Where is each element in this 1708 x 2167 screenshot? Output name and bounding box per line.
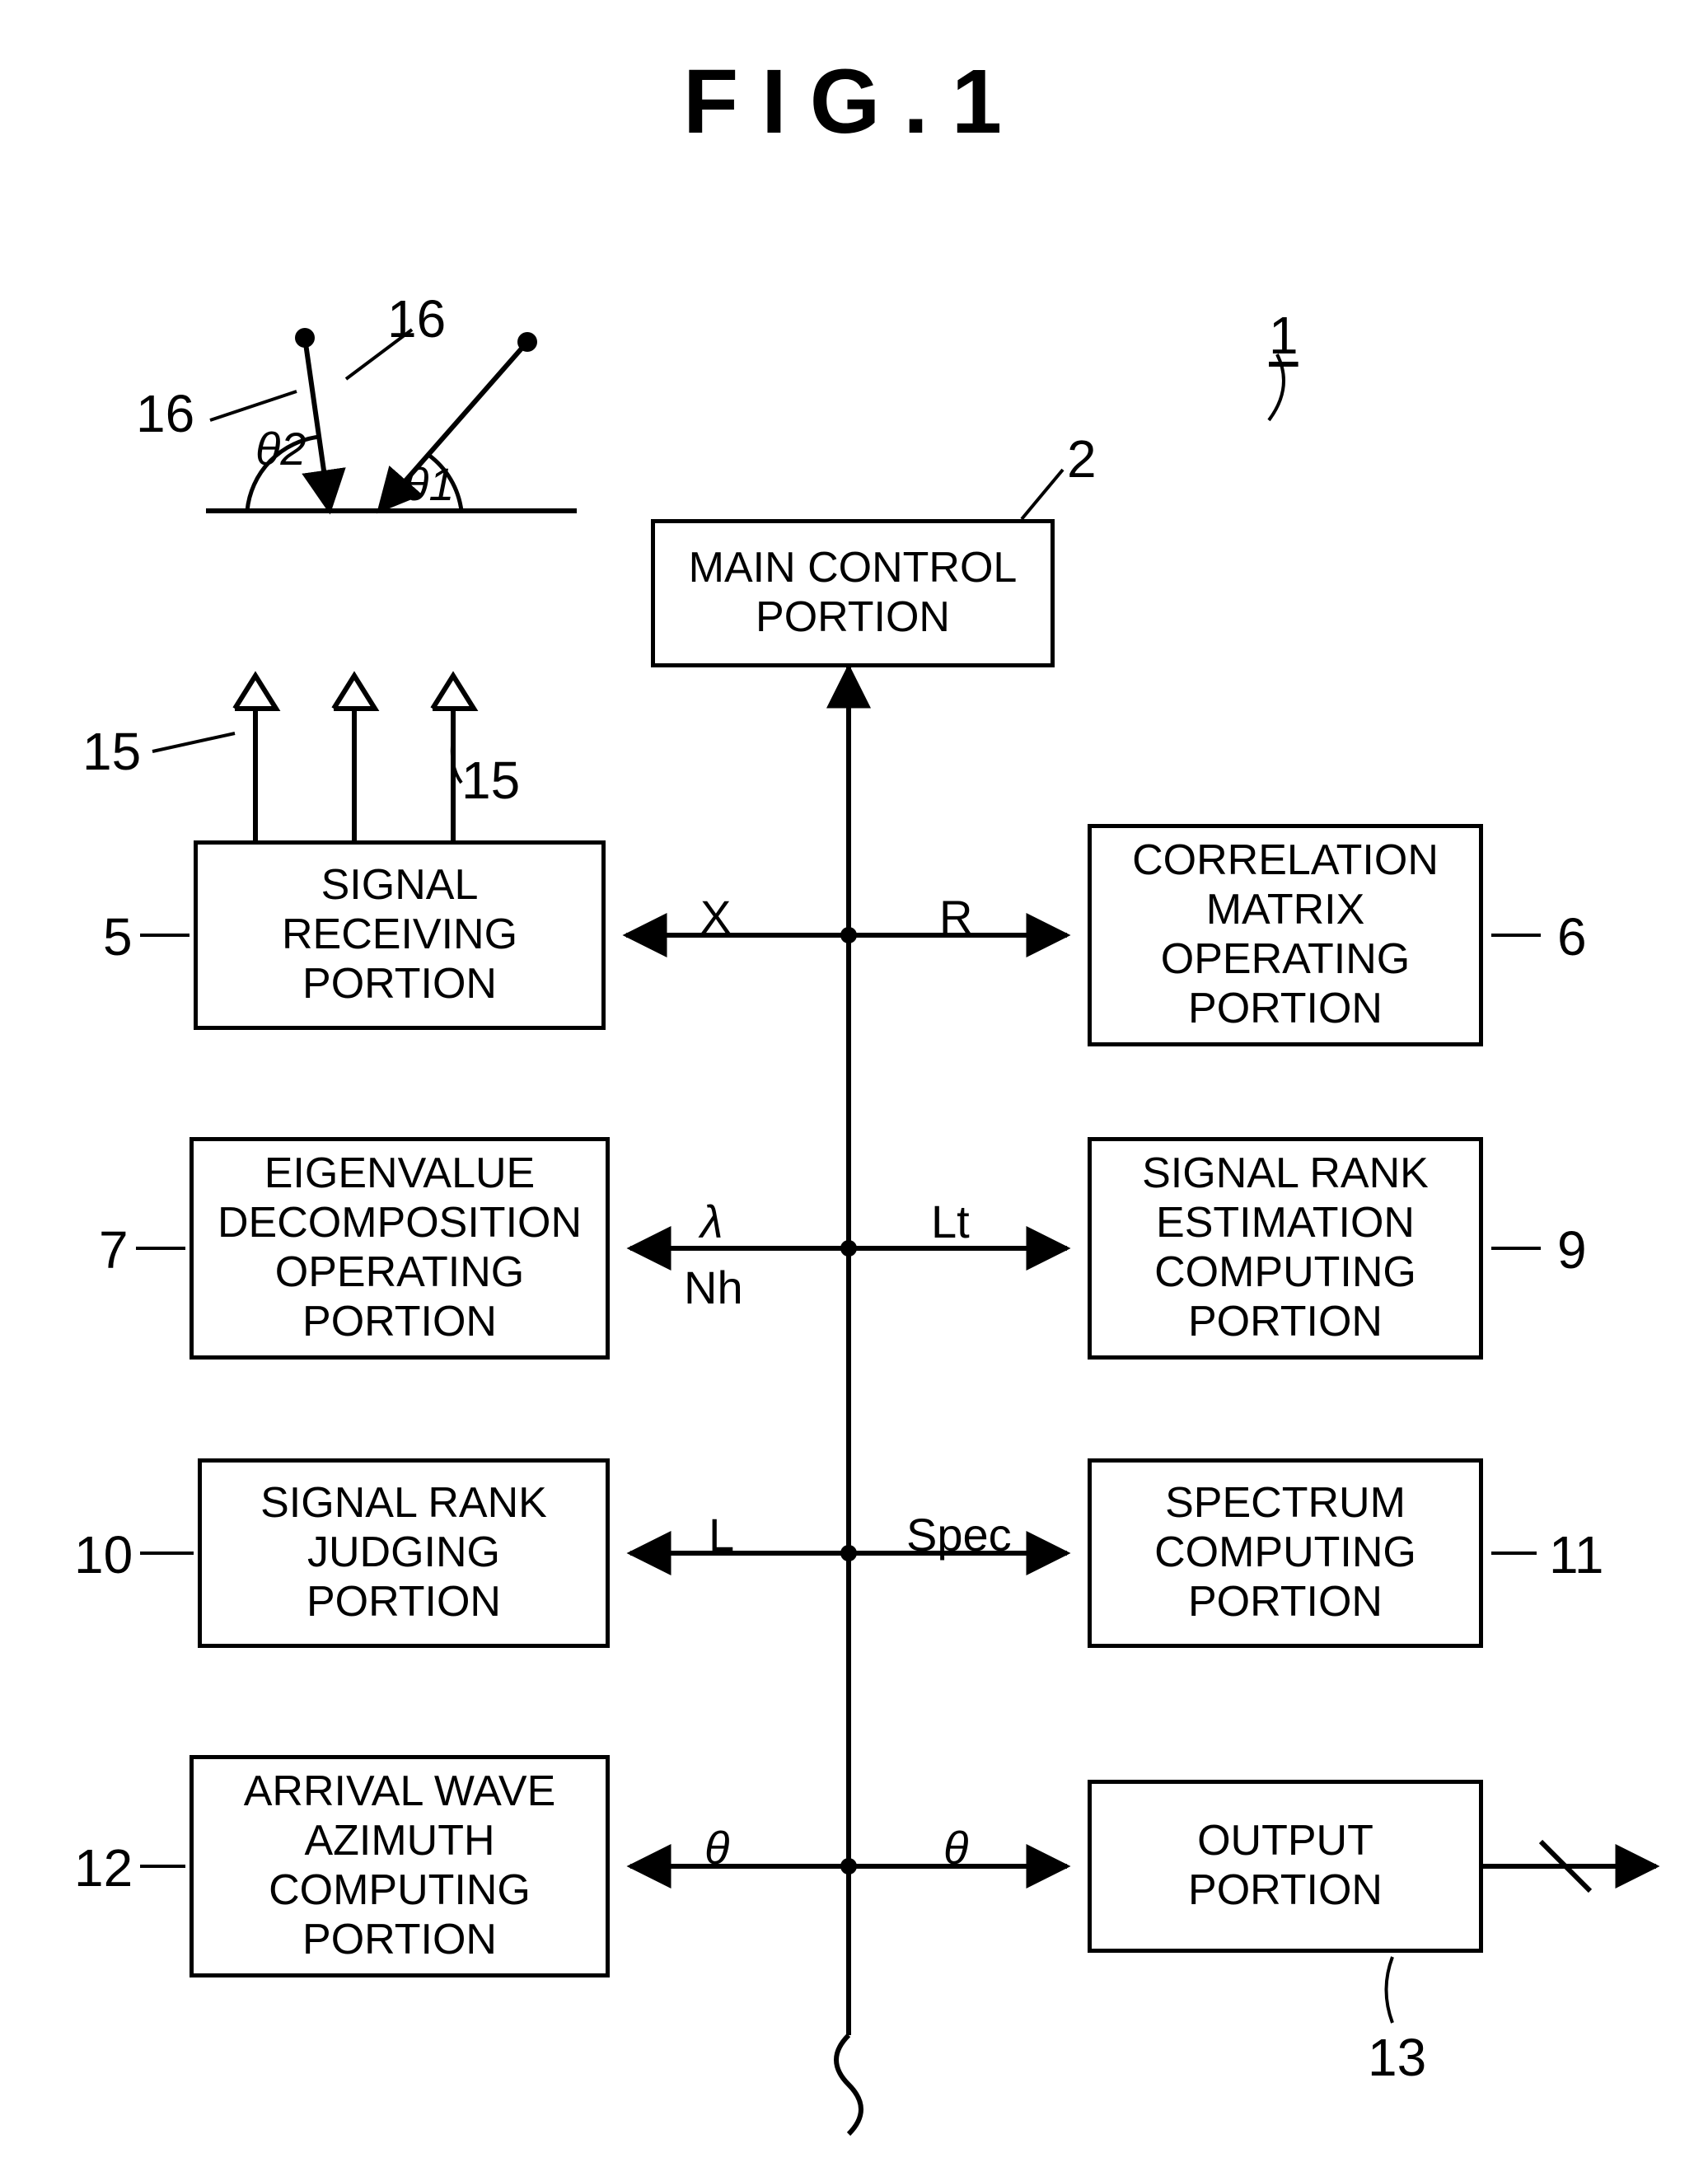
edge-label-lambda: λ <box>700 1195 723 1248</box>
ref-11: 11 <box>1549 1524 1603 1585</box>
edge-label-theta-left: θ <box>704 1821 729 1874</box>
ref-2: 2 <box>1067 428 1097 489</box>
edge-label-L: L <box>709 1508 734 1561</box>
angle-theta2-label: θ2 <box>255 422 307 475</box>
eigenvalue-label: EIGENVALUEDECOMPOSITIONOPERATINGPORTION <box>218 1149 582 1346</box>
diagram-canvas: MAIN CONTROLPORTION SIGNALRECEIVINGPORTI… <box>0 247 1708 2167</box>
ref-16a: 16 <box>387 288 446 349</box>
eigenvalue-block: EIGENVALUEDECOMPOSITIONOPERATINGPORTION <box>190 1137 610 1360</box>
correlation-matrix-block: CORRELATIONMATRIXOPERATINGPORTION <box>1088 824 1483 1046</box>
ref-15a: 15 <box>82 721 141 782</box>
angle-theta1-label: θ1 <box>404 457 455 511</box>
edge-label-Lt: Lt <box>931 1195 970 1248</box>
azimuth-block: ARRIVAL WAVEAZIMUTHCOMPUTINGPORTION <box>190 1755 610 1977</box>
output-block: OUTPUTPORTION <box>1088 1780 1483 1953</box>
ref-1: 1 <box>1269 305 1299 366</box>
signal-receiving-block: SIGNALRECEIVINGPORTION <box>194 840 606 1030</box>
figure-title: FIG.1 <box>683 49 1025 154</box>
ref-6: 6 <box>1557 906 1587 967</box>
ref-15b: 15 <box>461 750 520 811</box>
edge-label-theta-right: θ <box>943 1821 968 1874</box>
output-label: OUTPUTPORTION <box>1188 1817 1383 1916</box>
ref-9: 9 <box>1557 1219 1587 1280</box>
ref-16b: 16 <box>136 383 194 444</box>
signal-receiving-label: SIGNALRECEIVINGPORTION <box>282 861 517 1009</box>
edge-label-X: X <box>700 890 731 943</box>
signal-rank-judging-label: SIGNAL RANKJUDGINGPORTION <box>260 1479 547 1626</box>
ref-5: 5 <box>103 906 133 967</box>
correlation-matrix-label: CORRELATIONMATRIXOPERATINGPORTION <box>1132 836 1439 1033</box>
signal-rank-judging-block: SIGNAL RANKJUDGINGPORTION <box>198 1458 610 1648</box>
ref-10: 10 <box>74 1524 133 1585</box>
signal-rank-estimation-block: SIGNAL RANKESTIMATIONCOMPUTINGPORTION <box>1088 1137 1483 1360</box>
ref-13: 13 <box>1368 2027 1426 2088</box>
edge-label-Spec: Spec <box>906 1508 1012 1561</box>
azimuth-label: ARRIVAL WAVEAZIMUTHCOMPUTINGPORTION <box>244 1767 556 1964</box>
ref-12: 12 <box>74 1837 133 1898</box>
spectrum-label: SPECTRUMCOMPUTINGPORTION <box>1154 1479 1416 1626</box>
ref-7: 7 <box>99 1219 129 1280</box>
main-control-label: MAIN CONTROLPORTION <box>689 544 1018 643</box>
main-control-block: MAIN CONTROLPORTION <box>651 519 1055 667</box>
signal-rank-estimation-label: SIGNAL RANKESTIMATIONCOMPUTINGPORTION <box>1142 1149 1429 1346</box>
edge-label-Nh: Nh <box>684 1261 743 1314</box>
spectrum-block: SPECTRUMCOMPUTINGPORTION <box>1088 1458 1483 1648</box>
edge-label-R: R <box>939 890 972 943</box>
